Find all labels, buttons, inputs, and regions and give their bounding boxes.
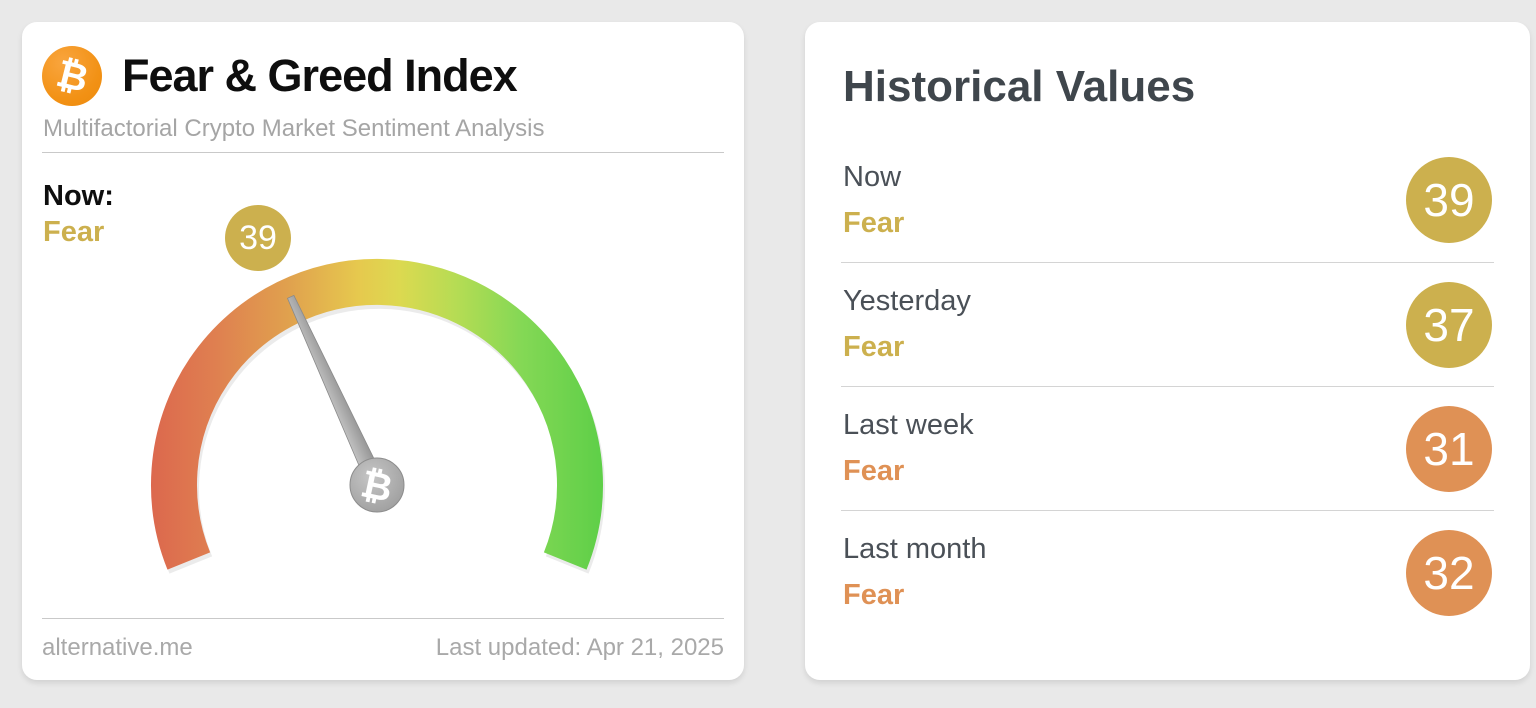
row-classification: Fear (843, 455, 905, 487)
card-footer: alternative.me Last updated: Apr 21, 202… (42, 618, 724, 662)
row-label: Last month (843, 533, 987, 565)
bitcoin-symbol: ₿ (51, 50, 93, 102)
card-subtitle: Multifactorial Crypto Market Sentiment A… (43, 115, 545, 142)
gauge-value-badge: 39 (225, 205, 291, 271)
gauge-hub (349, 457, 405, 513)
historical-row-last-month: Last month Fear 32 (841, 510, 1494, 634)
row-value-badge: 32 (1406, 529, 1492, 616)
historical-values-card: Historical Values Now Fear 39 Yesterday … (805, 22, 1530, 680)
gauge-hub-bitcoin-symbol: ₿ (357, 461, 396, 510)
gauge-arc (151, 258, 603, 570)
card-title: Fear & Greed Index (122, 50, 518, 101)
historical-row-now: Now Fear 39 (841, 138, 1494, 262)
historical-row-last-week: Last week Fear 31 (841, 386, 1494, 510)
gauge-needle (286, 294, 388, 493)
historical-row-yesterday: Yesterday Fear 37 (841, 262, 1494, 386)
historical-rows: Now Fear 39 Yesterday Fear 37 Last week … (841, 138, 1494, 634)
row-classification: Fear (843, 579, 905, 611)
row-value-badge: 37 (1406, 281, 1492, 368)
bitcoin-icon: ₿ (42, 46, 102, 106)
row-classification: Fear (843, 206, 905, 239)
now-label: Now: (43, 180, 114, 212)
row-classification: Fear (843, 331, 905, 363)
source-link[interactable]: alternative.me (42, 634, 193, 661)
last-updated-text: Last updated: Apr 21, 2025 (435, 634, 724, 661)
current-sentiment-block: Now: Fear (43, 178, 114, 250)
fear-greed-header: ₿ Fear & Greed Index (42, 46, 518, 106)
header-divider (42, 152, 724, 153)
historical-title: Historical Values (843, 62, 1196, 111)
fear-greed-card: ₿ Fear & Greed Index Multifactorial Cryp… (22, 22, 744, 680)
row-value-badge: 31 (1406, 405, 1492, 492)
now-classification: Fear (43, 216, 105, 248)
gauge-arc-shadow (153, 262, 605, 574)
row-label: Now (843, 160, 902, 193)
row-value-badge: 39 (1406, 157, 1492, 243)
row-label: Yesterday (843, 285, 971, 317)
row-label: Last week (843, 409, 974, 441)
